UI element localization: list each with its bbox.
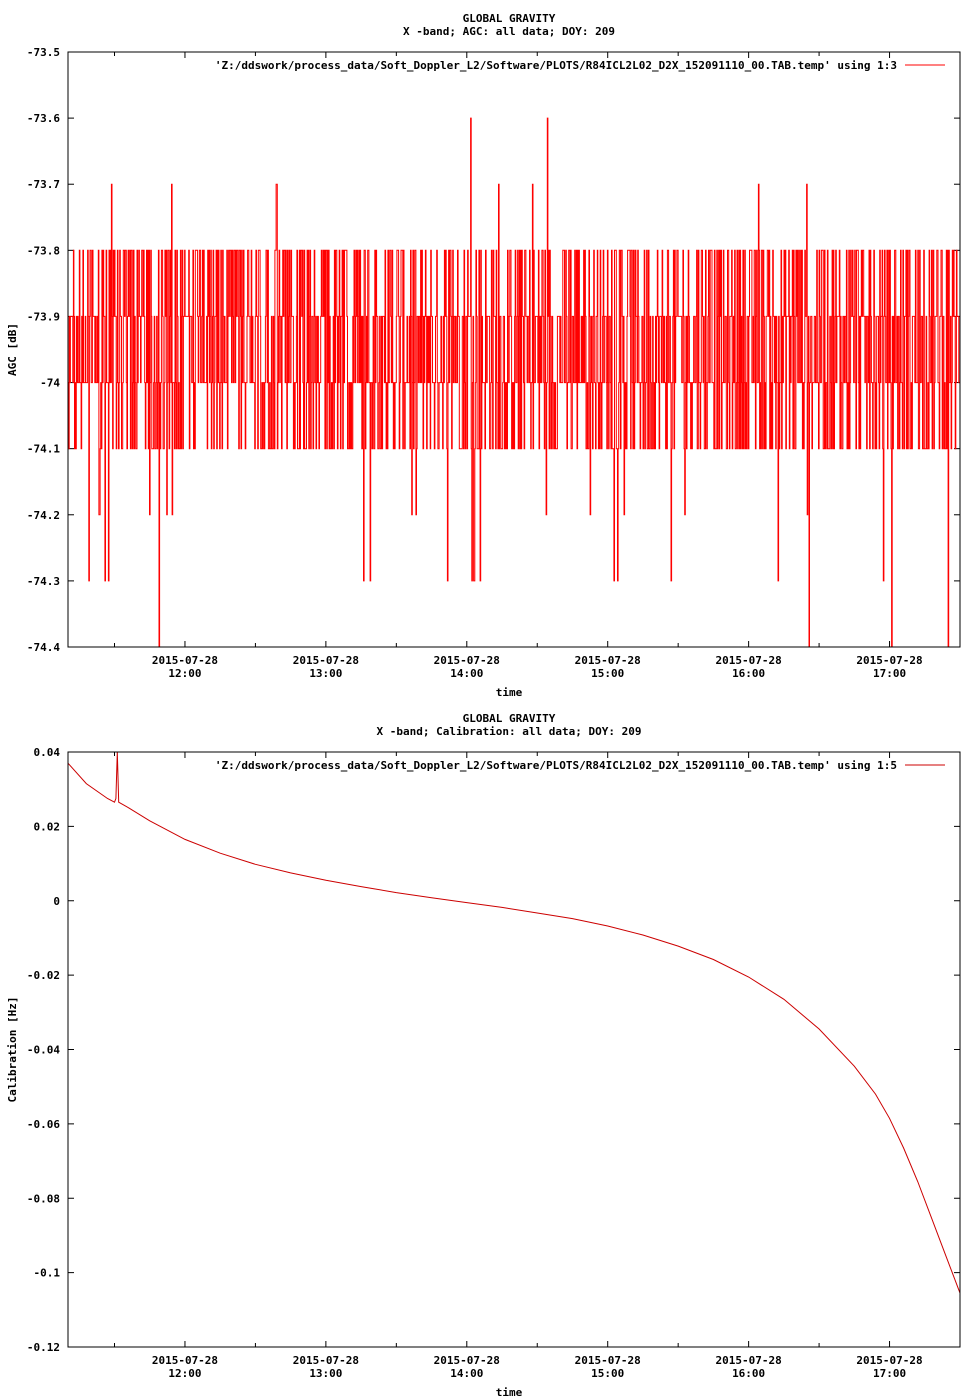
y-tick-label: -0.06 xyxy=(27,1118,60,1131)
x-tick-label-date: 2015-07-28 xyxy=(856,654,922,667)
y-tick-label: -73.8 xyxy=(27,244,60,257)
y-tick-label: -74.3 xyxy=(27,575,60,588)
x-tick-label-date: 2015-07-28 xyxy=(434,654,500,667)
chart-subtitle: X -band; AGC: all data; DOY: 209 xyxy=(403,25,615,38)
chart-subtitle: X -band; Calibration: all data; DOY: 209 xyxy=(377,725,642,738)
y-tick-label: -0.04 xyxy=(27,1044,60,1057)
y-axis-label: Calibration [Hz] xyxy=(6,997,19,1103)
x-tick-label-time: 16:00 xyxy=(732,1367,765,1380)
y-tick-label: -73.7 xyxy=(27,178,60,191)
x-tick-label-date: 2015-07-28 xyxy=(152,1354,218,1367)
legend-label: 'Z:/ddswork/process_data/Soft_Doppler_L2… xyxy=(215,759,897,772)
y-tick-label: -74.4 xyxy=(27,641,60,654)
legend-label: 'Z:/ddswork/process_data/Soft_Doppler_L2… xyxy=(215,59,897,72)
series-line-1 xyxy=(68,117,961,648)
x-tick-label-date: 2015-07-28 xyxy=(152,654,218,667)
y-tick-label: -0.12 xyxy=(27,1341,60,1354)
x-tick-label-time: 15:00 xyxy=(591,1367,624,1380)
plot-frame xyxy=(67,751,961,1348)
y-tick-label: -74.2 xyxy=(27,509,60,522)
y-tick-label: -73.5 xyxy=(27,46,60,59)
x-tick-label-time: 16:00 xyxy=(732,667,765,680)
x-tick-label-time: 15:00 xyxy=(591,667,624,680)
y-tick-label: -0.02 xyxy=(27,969,60,982)
x-tick-label-date: 2015-07-28 xyxy=(856,1354,922,1367)
x-tick-label-time: 17:00 xyxy=(873,667,906,680)
x-tick-label-time: 12:00 xyxy=(168,667,201,680)
series-line-1 xyxy=(67,751,961,1294)
x-axis-label: time xyxy=(496,1386,523,1399)
x-tick-label-time: 17:00 xyxy=(873,1367,906,1380)
y-tick-label: -73.9 xyxy=(27,310,60,323)
x-tick-label-time: 12:00 xyxy=(168,1367,201,1380)
y-tick-label: 0.02 xyxy=(34,820,61,833)
x-tick-label-date: 2015-07-28 xyxy=(293,654,359,667)
y-tick-label: 0 xyxy=(53,895,60,908)
chart-title: GLOBAL GRAVITY xyxy=(463,12,556,25)
y-axis-label: AGC [dB] xyxy=(6,323,19,376)
y-tick-label: -0.1 xyxy=(34,1267,61,1280)
x-tick-label-time: 14:00 xyxy=(450,667,483,680)
x-tick-label-date: 2015-07-28 xyxy=(434,1354,500,1367)
plot-frame xyxy=(67,51,961,648)
x-tick-label-date: 2015-07-28 xyxy=(716,654,782,667)
y-tick-label: -0.08 xyxy=(27,1192,60,1205)
x-tick-label-time: 13:00 xyxy=(309,667,342,680)
x-tick-label-date: 2015-07-28 xyxy=(575,1354,641,1367)
chart-title: GLOBAL GRAVITY xyxy=(463,712,556,725)
x-tick-label-date: 2015-07-28 xyxy=(293,1354,359,1367)
y-tick-label: -74.1 xyxy=(27,443,60,456)
y-tick-label: -74 xyxy=(40,377,60,390)
x-tick-label-date: 2015-07-28 xyxy=(575,654,641,667)
x-axis-label: time xyxy=(496,686,523,699)
x-tick-label-time: 14:00 xyxy=(450,1367,483,1380)
y-tick-label: 0.04 xyxy=(34,746,61,759)
x-tick-label-time: 13:00 xyxy=(309,1367,342,1380)
y-tick-label: -73.6 xyxy=(27,112,60,125)
x-tick-label-date: 2015-07-28 xyxy=(716,1354,782,1367)
